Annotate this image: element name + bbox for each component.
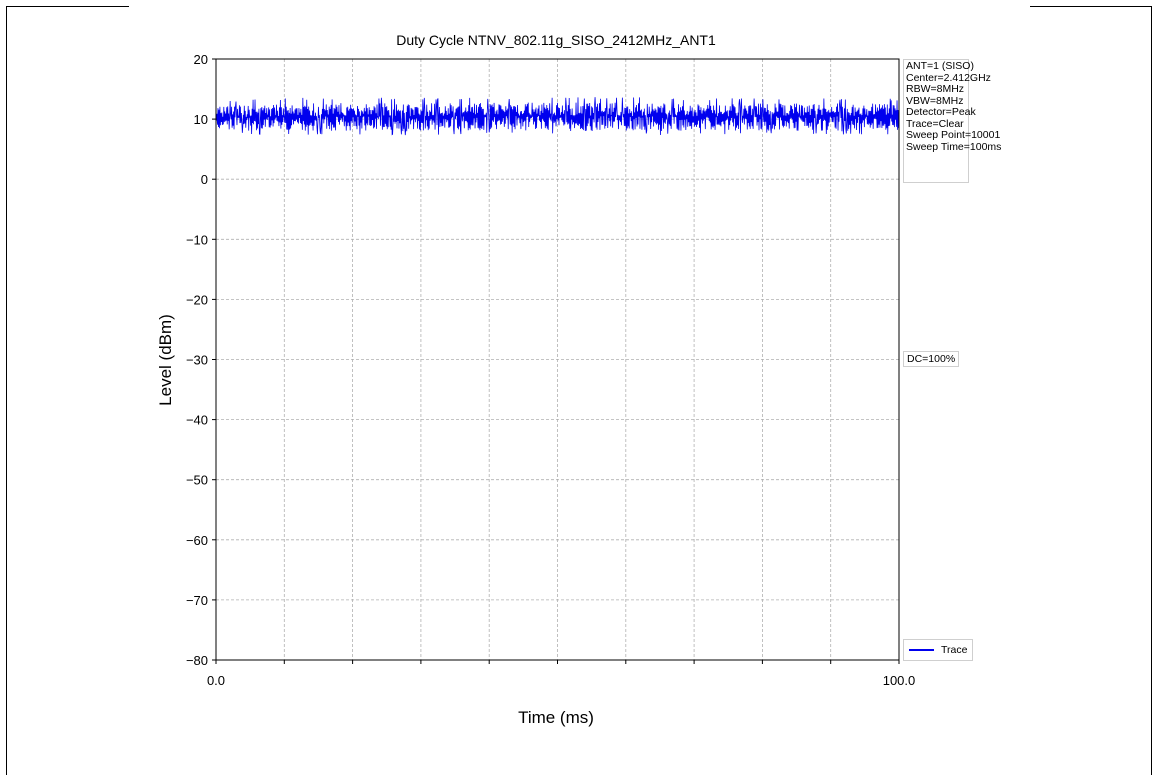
grid-lines: [216, 59, 899, 660]
legend-trace-label: Trace: [941, 644, 968, 656]
info-center: Center=2.412GHz: [906, 71, 991, 84]
info-vbw: VBW=8MHz: [906, 94, 964, 107]
y-tick-label: −30: [186, 353, 208, 368]
info-trace: Trace=Clear: [906, 117, 964, 130]
y-tick-label: −20: [186, 292, 208, 307]
y-tick-label: −10: [186, 232, 208, 247]
info-detector: Detector=Peak: [906, 106, 976, 118]
measurement-info-box: ANT=1 (SISO) Center=2.412GHz RBW=8MHz VB…: [903, 59, 1002, 183]
legend: Trace: [903, 639, 973, 661]
trace-series: [215, 97, 900, 136]
info-sweep-time: Sweep Time=100ms: [906, 140, 1002, 153]
trace-line: [215, 97, 900, 136]
info-sweep-point: Sweep Point=10001: [906, 129, 1001, 141]
y-tick-label: 20: [194, 52, 208, 67]
duty-cycle-annotation: DC=100%: [903, 351, 960, 367]
x-axis-label: Time (ms): [518, 708, 594, 727]
x-axis-ticks: 0.0 100.0: [207, 660, 915, 688]
page-frame-right: [1151, 6, 1152, 775]
y-tick-label: −50: [186, 473, 208, 488]
page-frame-top-right: [1030, 6, 1152, 7]
y-axis-ticks: 20 10 0 −10 −20 −30 −40 −50 −60 −70 −80: [186, 52, 216, 668]
y-tick-label: −60: [186, 533, 208, 548]
x-tick-label: 100.0: [883, 673, 916, 688]
info-rbw: RBW=8MHz: [906, 83, 965, 95]
info-antenna: ANT=1 (SISO): [906, 60, 974, 72]
y-tick-label: −80: [186, 653, 208, 668]
y-axis-label: Level (dBm): [156, 314, 175, 406]
chart-title: Duty Cycle NTNV_802.11g_SISO_2412MHz_ANT…: [396, 32, 716, 48]
page-frame-left: [6, 6, 7, 775]
legend-trace-line: [909, 649, 934, 651]
y-tick-label: 0: [201, 172, 208, 187]
y-tick-label: −70: [186, 593, 208, 608]
y-tick-label: 10: [194, 112, 208, 127]
y-tick-label: −40: [186, 413, 208, 428]
x-tick-label: 0.0: [207, 673, 225, 688]
page-frame-top: [6, 6, 129, 7]
